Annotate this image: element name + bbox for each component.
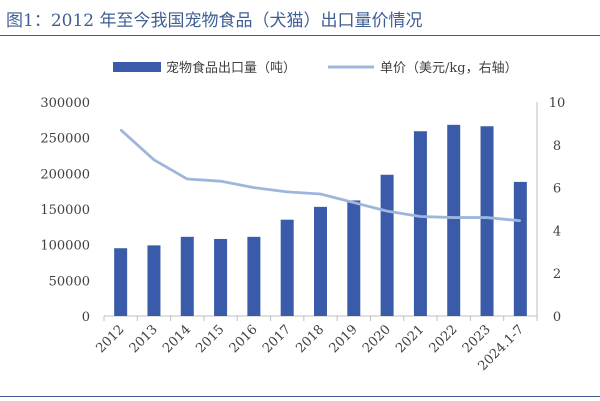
point-unit-price <box>219 180 222 182</box>
bar-export-volume <box>513 181 527 316</box>
bar-export-volume <box>380 174 394 316</box>
x-tick-label: 2012 <box>93 322 127 356</box>
bar-export-volume <box>214 238 228 316</box>
legend-swatch-export-volume <box>113 62 161 72</box>
left-y-tick-label: 0 <box>82 310 90 325</box>
left-y-tick-label: 200000 <box>40 167 90 182</box>
x-tick-label: 2014 <box>160 322 194 356</box>
x-tick-label: 2020 <box>360 322 394 356</box>
point-unit-price <box>119 129 122 131</box>
x-tick-label: 2015 <box>193 322 227 356</box>
legend-label-unit-price: 单价（美元/kg，右轴） <box>380 61 518 76</box>
x-tick-label: 2022 <box>427 322 461 356</box>
right-y-tick-label: 0 <box>553 310 561 325</box>
bar-export-volume <box>180 236 194 316</box>
bar-export-volume <box>147 245 161 316</box>
point-unit-price <box>386 210 388 212</box>
point-unit-price <box>253 186 255 189</box>
point-unit-price <box>353 201 355 204</box>
x-tick-label: 2018 <box>293 322 327 356</box>
point-unit-price <box>452 216 455 219</box>
bar-export-volume <box>413 131 427 316</box>
bottom-divider <box>0 396 600 397</box>
bar-export-volume <box>480 126 494 317</box>
left-y-tick-label: 150000 <box>40 203 90 218</box>
right-y-tick-label: 8 <box>553 139 561 154</box>
x-tick-label: 2013 <box>127 322 161 356</box>
right-y-tick-label: 10 <box>549 96 566 111</box>
title-divider <box>0 35 600 36</box>
right-y-tick-label: 2 <box>553 267 561 282</box>
legend: 宠物食品出口量（吨） 单价（美元/kg，右轴） <box>113 60 518 76</box>
chart-title: 图1：2012 年至今我国宠物食品（犬猫）出口量价情况 <box>6 11 423 31</box>
price-line <box>119 128 522 223</box>
bar-export-volume <box>447 124 461 317</box>
bar-export-volume <box>280 219 294 316</box>
x-tick-label: 2019 <box>327 322 361 356</box>
bar-export-volume <box>247 236 261 316</box>
x-tick-label: 2021 <box>393 322 427 356</box>
bar-export-volume <box>314 206 327 316</box>
legend-label-export-volume: 宠物食品出口量（吨） <box>166 60 296 76</box>
right-y-tick-label: 6 <box>553 182 561 197</box>
point-unit-price <box>486 216 488 219</box>
left-y-tick-label: 100000 <box>40 239 90 254</box>
x-tick-label: 2017 <box>260 322 294 356</box>
point-unit-price <box>153 158 155 161</box>
left-y-tick-label: 300000 <box>40 96 90 111</box>
bar-export-volume <box>347 200 361 316</box>
left-y-tick-label: 50000 <box>49 274 90 289</box>
point-unit-price <box>186 178 189 180</box>
right-y-tick-label: 4 <box>553 224 561 239</box>
x-tick-label: 2016 <box>227 322 261 356</box>
point-unit-price <box>519 219 522 222</box>
bars <box>114 124 527 317</box>
point-unit-price <box>319 193 322 195</box>
point-unit-price <box>286 191 288 193</box>
bar-export-volume <box>114 248 128 316</box>
point-unit-price <box>419 215 422 218</box>
left-y-tick-label: 250000 <box>40 132 90 147</box>
